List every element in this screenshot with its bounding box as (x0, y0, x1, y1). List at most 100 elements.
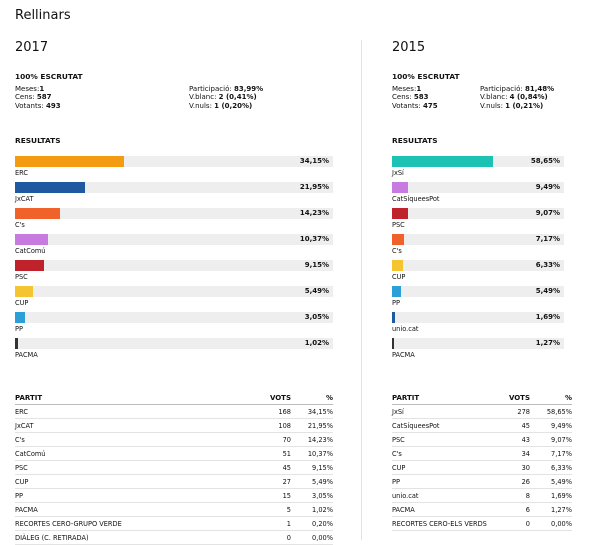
bar-value-label: 3,05% (304, 313, 329, 321)
bar-value-label: 1,27% (535, 339, 560, 347)
stats-right: Participació: 83,99% V.blanc: 2 (0,41%) … (189, 85, 263, 110)
bar-value-label: 21,95% (299, 183, 329, 191)
cell-party: JxSí (392, 404, 500, 419)
bar-value-label: 14,23% (299, 209, 329, 217)
bar-value-label: 6,33% (535, 261, 560, 269)
cell-party: PP (15, 488, 235, 503)
table-row: JxSí 278 58,65% (392, 404, 572, 419)
table-row: CUP 30 6,33% (392, 460, 572, 475)
cell-votes: 43 (500, 432, 530, 447)
table-row: CUP 27 5,49% (15, 474, 333, 489)
stats-left: Meses:1 Cens: 583 Votants: 475 (392, 85, 438, 110)
bar-row: 6,33% CUP (392, 260, 572, 286)
cell-party: C's (392, 446, 500, 461)
bar-category-label: C's (15, 221, 25, 229)
bar-value-label: 34,15% (299, 157, 329, 165)
table-header-row: PARTIT VOTS % (392, 393, 572, 405)
bar-row: 7,17% C's (392, 234, 572, 260)
cell-pct: 1,69% (530, 488, 572, 503)
cell-party: unio.cat (392, 488, 500, 503)
cell-votes: 70 (235, 432, 291, 447)
stat-votants: Votants: 493 (15, 101, 61, 110)
bar-value-label: 10,37% (299, 235, 329, 243)
stat-votants: Votants: 475 (392, 101, 438, 110)
table-header-row: PARTIT VOTS % (15, 393, 333, 405)
bar-track: 21,95% (15, 182, 333, 193)
cell-votes: 45 (500, 418, 530, 433)
col-header-pct: % (291, 393, 333, 405)
panel-2017: 2017 100% ESCRUTAT Meses:1 Cens: 587 Vot… (15, 0, 333, 545)
bar-category-label: unio.cat (392, 325, 419, 333)
cell-party: ERC (15, 404, 235, 419)
results-heading: RESULTATS (392, 136, 438, 145)
cell-votes: 0 (500, 516, 530, 531)
table-row: ERC 168 34,15% (15, 404, 333, 419)
col-header-votes: VOTS (500, 393, 530, 405)
table-row: PACMA 5 1,02% (15, 502, 333, 517)
cell-votes: 6 (500, 502, 530, 517)
cell-party: PSC (392, 432, 500, 447)
cell-pct: 5,49% (530, 474, 572, 489)
cell-pct: 34,15% (291, 404, 333, 419)
cell-pct: 0,00% (530, 516, 572, 531)
bar-category-label: CatSíqueesPot (392, 195, 440, 203)
cell-party: RECORTES CERO-GRUPO VERDE (15, 516, 235, 531)
cell-pct: 1,02% (291, 502, 333, 517)
cell-party: DIÀLEG (C. RETIRADA) (15, 530, 235, 545)
table-row: PP 26 5,49% (392, 474, 572, 489)
table-row: C's 34 7,17% (392, 446, 572, 461)
bar-value-label: 1,02% (304, 339, 329, 347)
bar-track: 1,27% (392, 338, 564, 349)
bar-row: 10,37% CatComú (15, 234, 333, 260)
table-row: CatComú 51 10,37% (15, 446, 333, 461)
bar-category-label: CUP (15, 299, 29, 307)
cell-votes: 27 (235, 474, 291, 489)
bar (15, 312, 25, 323)
cell-party: PSC (15, 460, 235, 475)
panel-2015: 2015 100% ESCRUTAT Meses:1 Cens: 583 Vot… (392, 0, 572, 545)
cell-party: JxCAT (15, 418, 235, 433)
col-header-pct: % (530, 393, 572, 405)
bar-row: 1,27% PACMA (392, 338, 572, 364)
results-table: PARTIT VOTS % ERC 168 34,15% JxCAT 108 21,95%… (15, 393, 333, 545)
table-row: unio.cat 8 1,69% (392, 488, 572, 503)
bar-value-label: 58,65% (530, 157, 560, 165)
bar (15, 208, 61, 219)
cell-party: PACMA (392, 502, 500, 517)
table-row: RECORTES CERO-GRUPO VERDE 1 0,20% (15, 516, 333, 531)
bar (392, 260, 403, 271)
cell-votes: 0 (235, 530, 291, 545)
cell-pct: 9,49% (530, 418, 572, 433)
scrutiny-status: 100% ESCRUTAT (392, 72, 460, 81)
bar-row: 58,65% JxSí (392, 156, 572, 182)
bar-track: 6,33% (392, 260, 564, 271)
bar-category-label: PACMA (15, 351, 38, 359)
cell-party: C's (15, 432, 235, 447)
cell-pct: 6,33% (530, 460, 572, 475)
cell-votes: 45 (235, 460, 291, 475)
bar-track: 9,49% (392, 182, 564, 193)
cell-party: CatSíqueesPot (392, 418, 500, 433)
bar-category-label: PSC (15, 273, 28, 281)
results-table: PARTIT VOTS % JxSí 278 58,65% CatSíqueesPot… (392, 393, 572, 531)
cell-pct: 1,27% (530, 502, 572, 517)
cell-votes: 1 (235, 516, 291, 531)
stat-meses: Meses:1 (15, 85, 45, 93)
scrutiny-status: 100% ESCRUTAT (15, 72, 83, 81)
bar-row: 1,02% PACMA (15, 338, 333, 364)
cell-pct: 5,49% (291, 474, 333, 489)
bar-row: 5,49% CUP (15, 286, 333, 312)
year-heading: 2015 (392, 40, 426, 55)
bar-track: 5,49% (15, 286, 333, 297)
bar-category-label: CatComú (15, 247, 46, 255)
table-row: DIÀLEG (C. RETIRADA) 0 0,00% (15, 530, 333, 545)
bar-track: 10,37% (15, 234, 333, 245)
cell-votes: 34 (500, 446, 530, 461)
table-row: PSC 45 9,15% (15, 460, 333, 475)
col-header-votes: VOTS (235, 393, 291, 405)
cell-party: PP (392, 474, 500, 489)
bar-category-label: JxSí (392, 169, 404, 177)
bar-track: 34,15% (15, 156, 333, 167)
cell-pct: 3,05% (291, 488, 333, 503)
cell-pct: 9,15% (291, 460, 333, 475)
